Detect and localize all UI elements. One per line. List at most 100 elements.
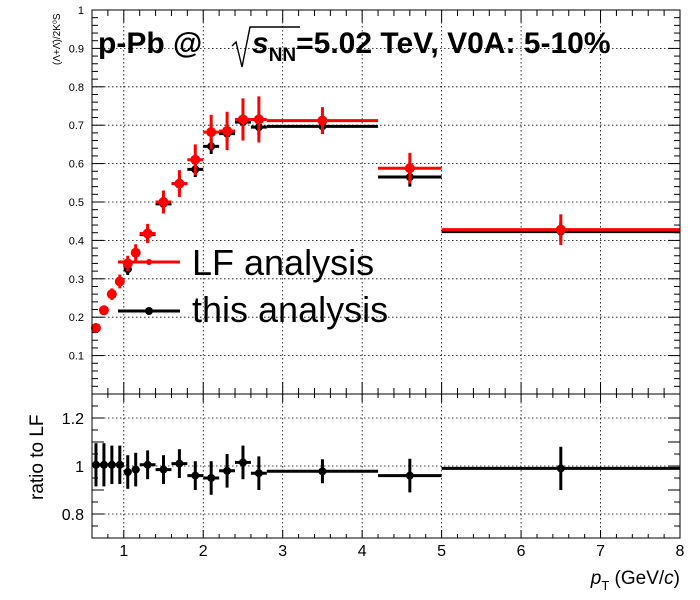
- point-marker: [556, 464, 565, 473]
- top-panel: 0.1 0.2 0.3 0.4 0.5 0.6 0.7 0.8 0.9 1: [69, 5, 681, 395]
- point-marker: [159, 465, 168, 474]
- chart-title-rest: sNN=5.02 TeV, V0A: 5-10%: [252, 27, 611, 66]
- bottom-y-axis-label: ratio to LF: [27, 414, 48, 500]
- data-point: [130, 244, 141, 262]
- legend-marker-lf: [146, 259, 152, 265]
- point-marker: [114, 276, 125, 287]
- data-point: [171, 449, 188, 478]
- point-marker: [404, 163, 415, 174]
- data-point: [155, 455, 172, 484]
- data-point: [187, 461, 204, 490]
- point-marker: [405, 471, 414, 480]
- data-point: [90, 322, 101, 333]
- point-marker: [190, 154, 201, 165]
- xlabel-p: p: [590, 568, 602, 589]
- point-marker: [222, 125, 233, 136]
- bottom-y-tick-label: 1: [75, 459, 84, 476]
- x-tick-label: 3: [278, 543, 287, 560]
- data-point: [266, 107, 379, 135]
- title-part-rest: =5.02 TeV, V0A: 5-10%: [296, 27, 610, 60]
- data-point: [139, 450, 156, 480]
- point-marker: [254, 469, 263, 478]
- x-tick-label: 6: [517, 543, 526, 560]
- point-marker: [131, 465, 140, 474]
- top-y-tick-label: 0.1: [69, 351, 84, 363]
- top-y-tick-label: 0.5: [69, 197, 84, 209]
- bottom-ticks: 0.8 1 1.2 1 2 3 4 5 6 7 8: [62, 393, 685, 560]
- data-point: [378, 458, 442, 493]
- point-marker: [130, 247, 141, 258]
- x-tick-label: 2: [199, 543, 208, 560]
- xlabel-unit-2: ): [674, 568, 680, 589]
- data-point: [131, 452, 140, 487]
- data-point: [187, 144, 204, 176]
- top-y-tick-label: 0.8: [69, 82, 84, 94]
- point-marker: [237, 114, 248, 125]
- data-point: [139, 223, 156, 244]
- data-point: [155, 190, 172, 214]
- data-point: [106, 288, 117, 300]
- data-point: [91, 443, 100, 487]
- xlabel-unit-1: (GeV/: [609, 568, 665, 589]
- data-point: [441, 446, 680, 490]
- point-marker: [142, 228, 153, 239]
- top-y-tick-label: 0.2: [69, 312, 84, 324]
- data-point: [115, 445, 124, 484]
- data-point: [235, 445, 251, 480]
- top-y-tick-label: 0.4: [69, 235, 84, 247]
- bottom-y-tick-label: 1.2: [62, 411, 84, 428]
- point-marker: [207, 474, 216, 482]
- point-marker: [318, 467, 327, 476]
- point-marker: [175, 459, 184, 468]
- data-point: [123, 455, 132, 489]
- title-part-1: p-Pb @: [98, 27, 202, 60]
- bottom-data-marks: [91, 443, 680, 495]
- title-part-nn: NN: [269, 45, 296, 66]
- point-marker: [91, 460, 100, 469]
- bottom-grid: [92, 394, 680, 538]
- top-data-marks: [90, 96, 680, 333]
- point-marker: [238, 458, 247, 467]
- point-marker: [555, 224, 566, 235]
- data-point: [203, 461, 220, 495]
- top-ticks: 0.1 0.2 0.3 0.4 0.5 0.6 0.7 0.8 0.9 1: [69, 5, 681, 395]
- x-tick-label: 4: [358, 543, 367, 560]
- point-marker: [174, 178, 185, 189]
- bottom-panel: 0.8 1 1.2 1 2 3 4 5 6 7 8: [62, 393, 685, 560]
- point-marker: [107, 460, 116, 469]
- data-point: [235, 98, 251, 141]
- point-marker: [90, 322, 101, 333]
- point-marker: [158, 197, 169, 207]
- x-tick-label: 7: [596, 543, 605, 560]
- point-marker: [191, 471, 200, 480]
- chart-title: p-Pb @: [98, 27, 202, 60]
- data-point: [98, 305, 109, 316]
- point-marker: [317, 115, 328, 126]
- xlabel-t: T: [601, 578, 609, 593]
- data-point: [250, 456, 267, 490]
- x-tick-label: 1: [119, 543, 128, 560]
- data-point: [203, 114, 220, 150]
- legend-label-lf: LF analysis: [192, 242, 374, 283]
- data-point: [266, 459, 379, 484]
- point-marker: [143, 460, 152, 469]
- title-part-s: s: [252, 27, 269, 60]
- top-y-tick-label: 1: [78, 5, 84, 17]
- legend: LF analysis this analysis: [118, 242, 388, 330]
- xlabel-c: c: [664, 568, 674, 589]
- data-point: [219, 111, 236, 151]
- point-marker: [123, 468, 132, 476]
- x-tick-label: 5: [437, 543, 446, 560]
- sqrt-symbol: [231, 26, 300, 68]
- legend-marker-this: [145, 307, 153, 315]
- data-point: [250, 96, 267, 143]
- data-point: [107, 445, 116, 484]
- top-y-tick-label: 0.3: [69, 274, 84, 286]
- point-marker: [253, 114, 264, 125]
- data-point: [219, 454, 236, 488]
- x-axis-label: pT (GeV/c): [590, 568, 680, 593]
- point-marker: [98, 305, 109, 316]
- point-marker: [99, 460, 108, 469]
- data-point: [171, 170, 188, 198]
